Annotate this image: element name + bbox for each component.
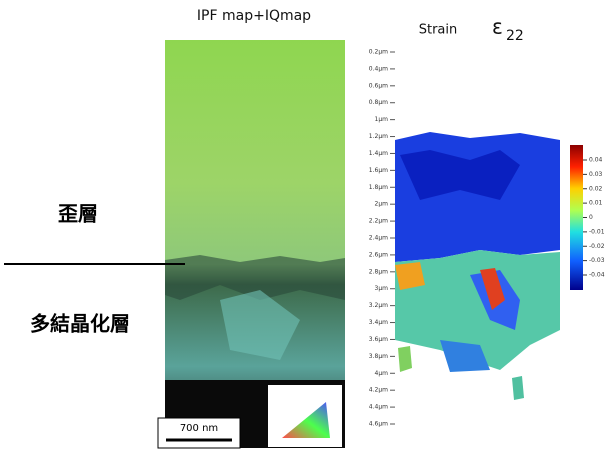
y-tick-label: 4μm [375,370,389,377]
y-tick-label: 0.2μm [369,49,388,56]
colorbar [570,145,583,290]
y-tick-label: 1.4μm [369,150,388,157]
colorbar-tick-label: -0.04 [589,272,605,279]
strain-region [512,376,524,400]
colorbar-tick-label: -0.01 [589,228,605,235]
layer-label: 多結晶化層 [30,312,130,336]
colorbar-tick-label: -0.02 [589,243,605,250]
y-tick-label: 2.2μm [369,218,388,225]
colorbar-tick-label: -0.03 [589,257,605,264]
strain-region [398,346,412,372]
strain-symbol: ε [492,15,503,39]
y-tick-label: 2μm [375,201,389,208]
y-tick-label: 1.6μm [369,167,388,174]
y-tick-label: 4.6μm [369,421,388,428]
panel-title: IPF map+IQmap [197,8,311,24]
colorbar-tick-label: 0.03 [589,171,603,178]
colorbar-tick-label: 0.02 [589,185,603,192]
strain-region [395,262,425,290]
y-tick-label: 2.8μm [369,268,388,275]
y-tick-label: 2.4μm [369,235,388,242]
y-tick-label: 0.6μm [369,82,388,89]
y-tick-label: 3.8μm [369,353,388,360]
y-tick-label: 3μm [375,285,389,292]
y-tick-label: 0.8μm [369,99,388,106]
y-tick-label: 1.8μm [369,184,388,191]
colorbar-tick-label: 0.01 [589,200,603,207]
y-tick-label: 0.4μm [369,65,388,72]
y-tick-label: 4.2μm [369,387,388,394]
figure: IPF map+IQmap 700 nm 歪層 多結晶化層 Strain ε 2… [0,0,610,452]
y-tick-label: 3.2μm [369,302,388,309]
y-tick-label: 1μm [375,116,389,123]
colorbar-tick-label: 0.04 [589,157,603,164]
y-tick-label: 3.4μm [369,319,388,326]
layer-label: 歪層 [58,202,98,226]
colorbar-tick-label: 0 [589,214,593,221]
strain-subscript: 22 [506,28,524,44]
y-tick-label: 2.6μm [369,251,388,258]
y-tick-label: 3.6μm [369,336,388,343]
y-tick-label: 1.2μm [369,133,388,140]
y-tick-label: 4.4μm [369,404,388,411]
scale-bar-label: 700 nm [180,423,218,434]
panel-title: Strain [419,23,458,38]
